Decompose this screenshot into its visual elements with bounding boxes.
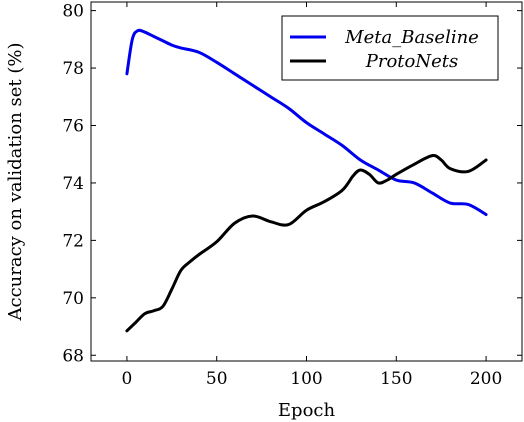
x-tick-label: 200 (470, 369, 502, 389)
x-tick-label: 0 (122, 369, 133, 389)
y-tick-label: 80 (62, 2, 84, 22)
series-layer (125, 28, 488, 333)
y-tick-label: 68 (62, 346, 84, 366)
y-tick-label: 74 (62, 174, 84, 194)
x-axis-label: Epoch (278, 400, 336, 421)
legend-label-meta-baseline: Meta_Baseline (344, 27, 479, 48)
y-tick-label: 78 (62, 59, 84, 79)
y-tick-label: 72 (62, 231, 84, 251)
x-tick-label: 50 (206, 369, 228, 389)
x-tick-label: 100 (290, 369, 322, 389)
legend: Meta_Baseline ProtoNets (281, 15, 499, 81)
legend-label-protonets: ProtoNets (365, 51, 459, 72)
y-tick-label: 76 (62, 116, 84, 136)
y-axis-label: Accuracy on validation set (%) (5, 42, 26, 321)
x-tick-label: 150 (380, 369, 412, 389)
tick-layer: 0 50 100 150 200 68 70 72 74 76 78 80 (62, 2, 522, 389)
y-tick-label: 70 (62, 289, 84, 309)
series-line-protonets (125, 154, 488, 333)
series-line-meta-baseline (125, 28, 488, 217)
legend-box (281, 15, 499, 81)
